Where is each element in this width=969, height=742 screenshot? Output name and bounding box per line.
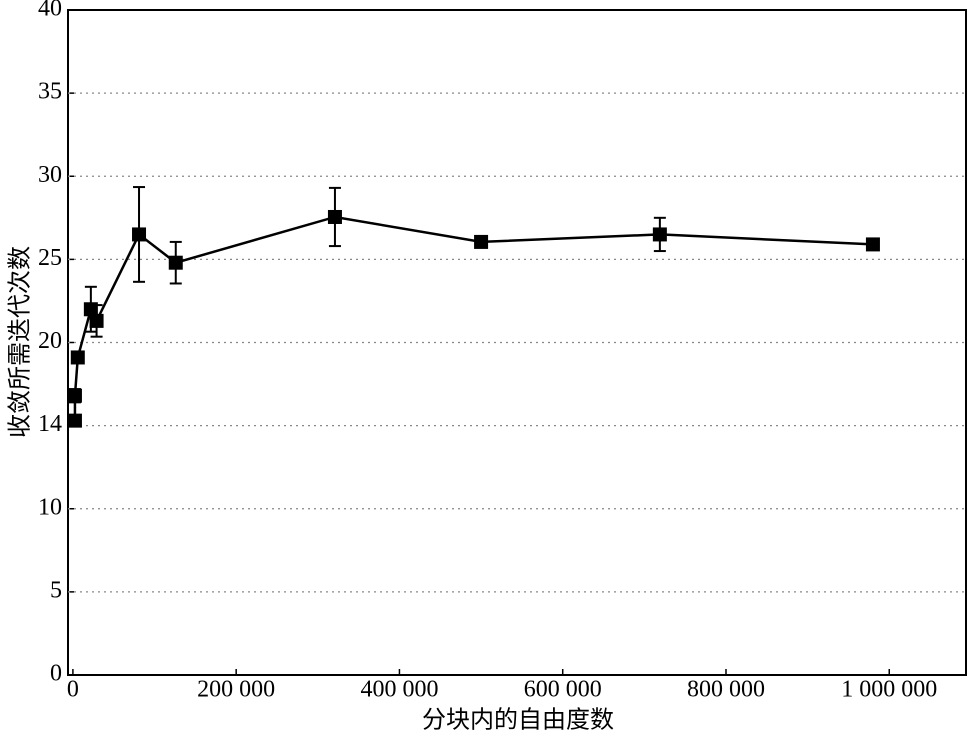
- x-tick-label: 1 000 000: [841, 677, 937, 703]
- x-tick-label: 600 000: [524, 677, 602, 703]
- marker: [865, 237, 880, 252]
- marker: [70, 350, 85, 365]
- x-tick-label: 400 000: [360, 677, 438, 703]
- y-tick-label: 40: [38, 0, 62, 22]
- series-line: [73, 215, 873, 421]
- y-tick-label: 5: [50, 577, 62, 603]
- x-tick-label: 200 000: [197, 677, 275, 703]
- y-tick-label: 20: [38, 328, 62, 354]
- marker: [327, 209, 342, 224]
- marker: [474, 234, 489, 249]
- marker: [652, 227, 667, 242]
- y-tick-label: 35: [38, 79, 62, 105]
- x-axis-label: 分块内的自由度数: [422, 707, 614, 734]
- y-tick-label: 30: [38, 162, 62, 188]
- y-tick-label: 10: [38, 494, 62, 520]
- x-tick-label: 800 000: [687, 677, 765, 703]
- marker: [89, 313, 104, 328]
- marker: [67, 388, 82, 403]
- y-tick-label: 0: [50, 661, 62, 687]
- y-tick-label: 14: [38, 411, 62, 437]
- marker: [132, 227, 147, 242]
- y-tick-label: 25: [38, 245, 62, 271]
- marker: [67, 413, 82, 428]
- marker: [168, 255, 183, 270]
- x-tick-label: 0: [67, 677, 79, 703]
- y-axis-label: 收敛所需迭代次数: [7, 246, 34, 438]
